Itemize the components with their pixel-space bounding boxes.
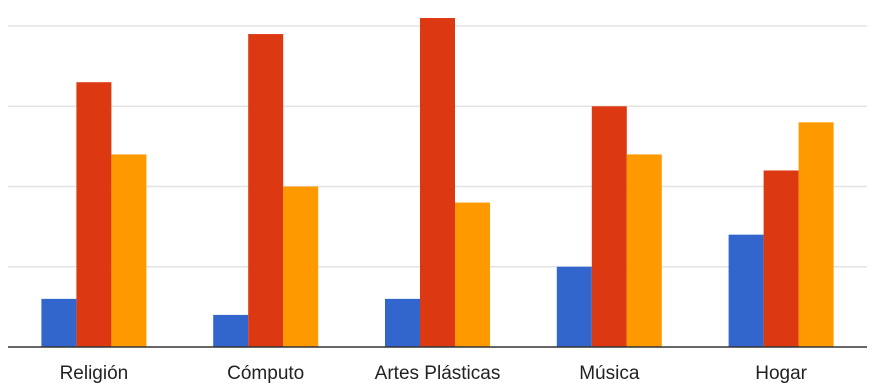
bar-música-series-2	[591, 106, 627, 348]
x-tick-label: Cómputo	[227, 363, 304, 384]
x-tick-label: Hogar	[755, 363, 807, 384]
bar-religión-series-2	[76, 82, 112, 347]
bar-cómputo-series-2	[248, 34, 284, 347]
bar-música-series-3	[626, 154, 662, 347]
bar-hogar-series-1	[728, 234, 764, 347]
bar-cómputo-series-3	[283, 186, 319, 347]
x-tick-label: Música	[579, 363, 640, 384]
x-tick-label: Artes Plásticas	[375, 363, 501, 384]
bar-religión-series-3	[111, 154, 147, 347]
bar-artes-plásticas-series-3	[455, 202, 490, 347]
x-tick-labels: Religión Cómputo Artes Plásticas Música Hoga…	[60, 363, 808, 384]
bar-religión-series-1	[41, 298, 77, 347]
bar-artes-plásticas-series-1	[385, 298, 420, 347]
bar-cómputo-series-1	[213, 314, 249, 347]
bar-hogar-series-3	[798, 122, 834, 347]
bars	[41, 18, 834, 348]
bar-hogar-series-2	[763, 170, 799, 347]
bar-música-series-1	[556, 266, 592, 347]
bar-artes-plásticas-series-2	[420, 18, 455, 348]
x-tick-label: Religión	[60, 363, 129, 384]
